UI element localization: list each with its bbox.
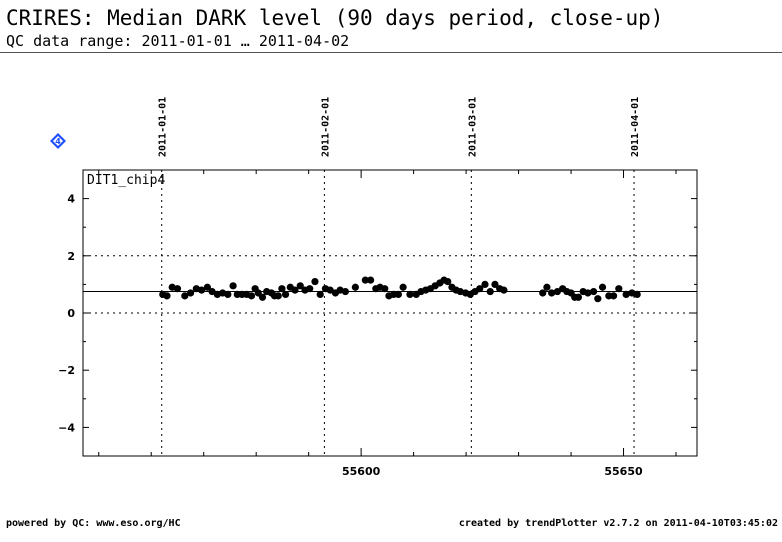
y-tick-label: 0: [67, 307, 75, 320]
data-point: [476, 285, 484, 293]
data-point: [399, 283, 407, 291]
data-point: [590, 287, 598, 296]
y-tick-label: −4: [58, 421, 75, 434]
data-point: [258, 293, 267, 301]
chart-title: CRIRES: Median DARK level (90 days perio…: [6, 6, 664, 30]
data-point: [622, 290, 630, 299]
data-point: [281, 290, 290, 299]
footer-powered-by: powered by QC: www.eso.org/HC: [6, 518, 181, 529]
footer-created-by: created by trendPlotter v2.7.2 on 2011-0…: [458, 518, 778, 529]
data-point: [444, 277, 452, 286]
y-tick-label: 4: [67, 193, 75, 206]
data-point: [296, 282, 304, 290]
data-point: [574, 293, 582, 301]
data-point: [198, 286, 206, 294]
data-point: [553, 287, 562, 296]
data-point: [291, 286, 299, 294]
header-divider: [0, 52, 782, 53]
data-point: [500, 286, 508, 294]
y-tick-label: 2: [67, 250, 75, 263]
data-point: [361, 276, 369, 284]
data-point: [163, 292, 171, 300]
data-point: [481, 280, 489, 288]
data-point: [615, 285, 623, 293]
data-point: [381, 285, 389, 293]
data-range-subtitle: QC data range: 2011-01-01 … 2011-04-02: [6, 32, 350, 50]
data-point: [224, 290, 232, 299]
data-point: [633, 290, 641, 299]
data-point: [394, 290, 402, 299]
x-tick-label: 55600: [342, 465, 381, 478]
date-marker-label: 2011-04-01: [630, 97, 641, 157]
data-point: [539, 289, 547, 297]
data-point: [278, 285, 286, 293]
data-point: [181, 292, 189, 300]
date-marker-label: 2011-01-01: [158, 97, 169, 157]
data-point: [584, 289, 592, 297]
data-point: [548, 289, 556, 297]
date-marker-label: 2011-02-01: [320, 97, 331, 157]
data-point: [598, 283, 607, 291]
data-point: [326, 286, 334, 294]
data-point: [208, 287, 216, 296]
data-point: [311, 277, 319, 286]
data-point: [229, 282, 237, 290]
data-point: [203, 283, 211, 291]
data-point: [543, 283, 551, 291]
data-point: [351, 283, 359, 291]
data-point: [341, 287, 349, 296]
diamond-label: 4: [55, 137, 61, 146]
data-point: [306, 285, 314, 293]
x-tick-label: 55650: [604, 465, 643, 478]
data-point: [316, 290, 324, 299]
data-point: [406, 290, 414, 299]
data-point: [486, 287, 494, 296]
data-point: [274, 292, 282, 300]
y-tick-label: −2: [58, 364, 75, 377]
diamond-inner: [53, 136, 63, 146]
data-point: [609, 292, 618, 300]
panel-label: DIT1_chip4: [87, 173, 165, 188]
data-point: [366, 276, 375, 284]
data-point: [186, 289, 195, 297]
data-point: [247, 292, 256, 300]
data-point: [594, 295, 602, 303]
data-point: [491, 280, 499, 288]
date-marker-label: 2011-03-01: [467, 97, 478, 157]
chip-marker-diamond-icon: 4: [50, 133, 66, 149]
data-point: [173, 285, 182, 293]
